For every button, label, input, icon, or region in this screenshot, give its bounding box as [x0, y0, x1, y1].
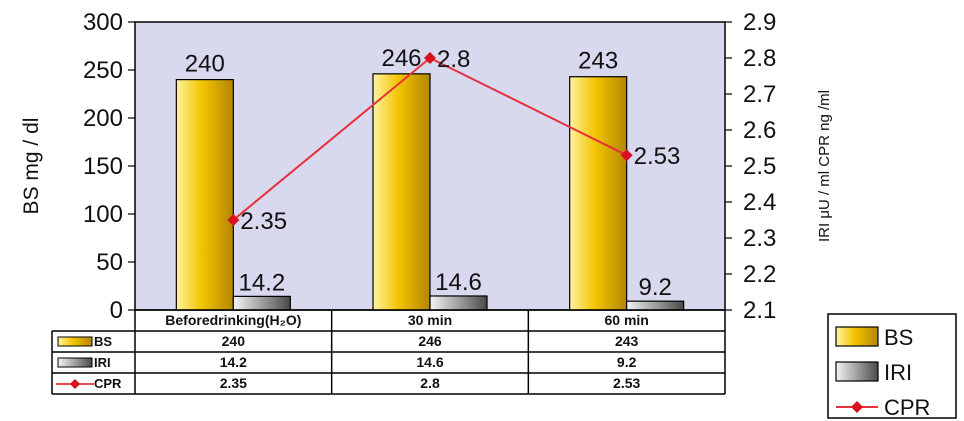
y-tick-label: 100 [83, 201, 123, 228]
y2-tick-label: 2.4 [743, 189, 776, 216]
legend-key [835, 361, 879, 382]
y-axis-ticks: 0 50 100 150 200 250 300 [83, 9, 135, 324]
cpr-line [227, 52, 633, 226]
y2-axis-ticks: 2.1 2.2 2.3 2.4 2.5 2.6 2.7 2.8 2.9 [725, 9, 776, 324]
table-cell: 9.2 [617, 354, 637, 370]
y-tick-label: 50 [96, 249, 123, 276]
iri-data-label: 9.2 [638, 274, 671, 301]
y2-tick-label: 2.2 [743, 261, 776, 288]
cpr-point [620, 149, 633, 162]
y2-tick-label: 2.1 [743, 297, 776, 324]
y2-tick-label: 2.3 [743, 225, 776, 252]
table-cell: 14.6 [416, 354, 443, 370]
bs-data-label: 243 [578, 48, 618, 75]
table-cell: 243 [615, 333, 639, 349]
bs-bar [372, 73, 431, 311]
table-row-key-marker [70, 379, 80, 389]
y-axis-title: BS mg / dl [20, 118, 43, 215]
y2-tick-label: 2.8 [743, 45, 776, 72]
iri-bar [232, 295, 291, 311]
cpr-data-label: 2.8 [437, 46, 470, 73]
bars [175, 73, 685, 311]
y2-tick-label: 2.9 [743, 9, 776, 36]
bs-bar [175, 78, 234, 311]
cpr-data-label: 2.35 [240, 208, 287, 235]
table-row-label: CPR [94, 376, 122, 391]
legend-key-marker [851, 401, 863, 413]
legend-label: IRI [884, 360, 912, 385]
y2-axis-title: IRI μU / ml CPR ng /ml [816, 90, 833, 242]
table-row-key [57, 357, 93, 368]
iri-data-label: 14.6 [435, 269, 482, 296]
table-cell: 240 [222, 333, 246, 349]
legend-label: BS [884, 325, 913, 350]
table-cell: 246 [418, 333, 442, 349]
y-tick-label: 300 [83, 9, 123, 36]
legend-key [835, 326, 879, 347]
table-row-label: IRI [94, 355, 111, 370]
y2-tick-label: 2.6 [743, 117, 776, 144]
y-tick-label: 0 [110, 297, 123, 324]
table-cell: 2.35 [220, 375, 247, 391]
y-tick-label: 150 [83, 153, 123, 180]
legend-label: CPR [884, 395, 930, 420]
table-header-cell: 30 min [408, 312, 452, 328]
table-header-cell: Beforedrinking(H₂O) [165, 312, 301, 328]
cpr-point [424, 52, 436, 64]
table-cell: 2.8 [420, 375, 440, 391]
cpr-point [227, 214, 240, 226]
data-table: Beforedrinking(H₂O) 30 min 60 min BS 240 246 2… [51, 309, 726, 395]
bs-bar [569, 76, 628, 311]
table-cell: 2.53 [613, 375, 640, 391]
iri-data-label: 14.2 [238, 269, 285, 296]
table-header-cell: 60 min [604, 312, 648, 328]
y2-tick-label: 2.5 [743, 153, 776, 180]
table-row-key [57, 336, 93, 347]
y2-tick-label: 2.7 [743, 81, 776, 108]
bs-data-label: 240 [185, 51, 225, 78]
legend: BS IRI CPR [827, 313, 957, 420]
y-tick-label: 250 [83, 57, 123, 84]
iri-bar [626, 300, 685, 311]
table-row-label: BS [94, 334, 112, 349]
bs-data-label: 246 [381, 45, 421, 72]
table-cell: 14.2 [220, 354, 247, 370]
y-tick-label: 200 [83, 105, 123, 132]
iri-bar [429, 295, 488, 311]
cpr-data-label: 2.53 [634, 143, 681, 170]
data-labels: 240 14.2 246 14.6 243 9.2 2.35 2.8 2.53 [185, 45, 681, 301]
